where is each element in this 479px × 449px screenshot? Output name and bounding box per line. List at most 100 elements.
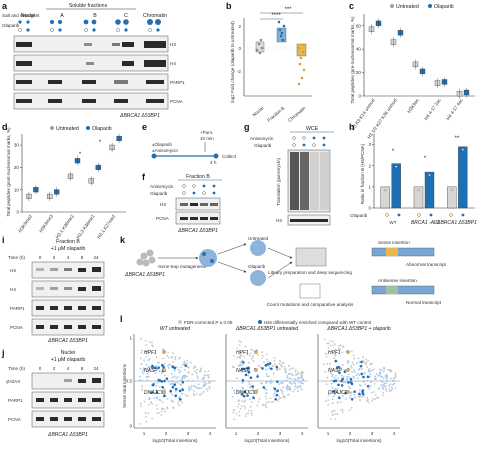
x-tick-label: H4 4-17 2ac <box>423 97 442 121</box>
panel-h-bars <box>380 146 468 209</box>
panel-d: d Untreated Olaparib Total peptides (pos… <box>2 122 126 240</box>
panel-a: a Soluble fractions Nuclei A B C Chromat… <box>2 1 185 119</box>
hit-point <box>240 393 244 396</box>
x-tick-label: 1 <box>327 431 330 436</box>
x-tick-label: 1 <box>143 431 146 436</box>
hit-point <box>173 366 177 370</box>
j-title2: +1 μM olaparib <box>51 357 86 363</box>
blot-label-h3: H3 <box>170 42 176 47</box>
g-ylabel: Translation (puromycin) <box>276 157 281 206</box>
svg-text:0: 0 <box>39 366 42 371</box>
hit-point <box>341 377 344 381</box>
hit-point <box>163 379 166 383</box>
hit-point <box>349 377 353 381</box>
f-title: Fraction B <box>186 174 210 180</box>
blot-label-parp1: PARP1 <box>170 80 185 85</box>
svg-text:8: 8 <box>81 366 84 371</box>
e-10min: 10 min <box>200 136 214 141</box>
panel-label-g: g <box>244 122 250 132</box>
x-tick-label: 3 <box>279 431 282 436</box>
hit-point <box>247 366 250 370</box>
hit-point <box>162 394 166 398</box>
bar-olaparib <box>424 171 435 209</box>
x-tick-label: H3K9me2 <box>17 213 33 233</box>
hit-point <box>161 386 165 389</box>
hit-point <box>270 367 273 371</box>
hit-point <box>338 371 341 375</box>
x-tick-label: 3 <box>187 431 190 436</box>
legend-olaparib-d: Olaparib <box>92 126 112 132</box>
hit-point <box>150 391 153 394</box>
blot-label-pcna: PCNA <box>170 99 184 104</box>
hit-point <box>162 365 165 369</box>
l-xlabel: log10(Total insertions) <box>337 438 382 443</box>
hit-point <box>261 367 264 370</box>
x-tick-label: 1 <box>235 431 238 436</box>
panel-label-f: f <box>142 172 146 182</box>
y-tick-label: 0.5 <box>126 379 133 384</box>
hit-point <box>160 380 164 383</box>
fraction-nuclei: Nuclei <box>21 13 35 19</box>
fraction-a: A <box>60 13 64 19</box>
panel-label-b: b <box>226 1 232 11</box>
gene-label-hpf1: HPF1 <box>144 350 157 356</box>
x-tick-label: H3.1 K27me2 <box>96 213 116 239</box>
hit-point <box>332 379 336 383</box>
k-cell: ΔBRCA1 Δ53BP1 <box>124 272 165 278</box>
x-tick-label: H3K9me3 <box>38 213 54 233</box>
i-title1: Fraction B <box>56 239 80 245</box>
hit-point <box>247 370 251 374</box>
y-tick-label: 0 <box>358 94 361 99</box>
l-ylabel: Sense total insertions <box>122 363 127 408</box>
i-blot-h4: H4 <box>10 287 16 292</box>
hit-point <box>256 375 259 378</box>
hit-point <box>334 359 338 363</box>
g-row-anisomycin: Anisomycin <box>250 136 274 141</box>
panel-label-h: h <box>349 122 355 132</box>
hit-point <box>178 397 182 401</box>
y-tick-label: 40 <box>356 47 362 52</box>
panel-b-ylabel: log2 Fold change (olaparib to untreated) <box>230 21 235 103</box>
panel-i: i Fraction B +1 μM olaparib Time (h) 0 2… <box>2 235 105 344</box>
blot-h4 <box>13 54 169 72</box>
i-time-label: Time (h) <box>8 255 25 260</box>
treatment-dots <box>18 19 161 32</box>
sig-h2: * <box>424 156 427 162</box>
hit-point <box>337 365 340 369</box>
x-tick-label: 4 <box>301 431 304 436</box>
j-blot-parp1: PARP1 <box>8 398 23 403</box>
y-tick-label: 30 <box>14 143 20 148</box>
f-row-anisomycin: Anisomycin <box>150 184 174 189</box>
panel-label-k: k <box>120 235 126 245</box>
hit-point <box>154 366 157 369</box>
blot-label-h4: H4 <box>170 61 176 66</box>
svg-text:2: 2 <box>53 366 56 371</box>
panel-c: c Untreated Olaparib Total peptides (pre… <box>349 1 475 140</box>
l-plot-title: ΔBRCA1 Δ53BP1 untreated <box>235 326 299 332</box>
hit-point <box>242 394 246 398</box>
blot-parp1 <box>13 73 169 91</box>
panel-h: h Ratio in fraction B (H3/PCNA) 0 1 2 3 * *… <box>349 122 477 226</box>
gene-label-dnajc9: DNAJC9 <box>236 390 256 396</box>
hit-point <box>366 375 370 379</box>
k-normal: Normal transcript <box>406 300 442 305</box>
panel-a-footer: ΔBRCA1 Δ53BP1 <box>119 113 160 119</box>
y-tick-label: 20 <box>14 165 20 170</box>
j-blot-gh2ax: γH2AX <box>6 379 20 384</box>
svg-text:4: 4 <box>67 255 70 260</box>
f-row-olaparib: Olaparib <box>150 191 168 196</box>
svg-text:24: 24 <box>93 255 99 260</box>
gene-label-hpf1: HPF1 <box>328 350 341 356</box>
hit-point <box>362 375 365 379</box>
x-tick-label: 3 <box>371 431 374 436</box>
f-blot-h3: H3 <box>160 202 166 207</box>
h-group-wt: WT <box>389 220 396 225</box>
hit-point <box>181 380 185 384</box>
hit-point <box>178 389 182 393</box>
x-tick-label: 4 <box>393 431 396 436</box>
sig-h1: * <box>392 149 395 155</box>
hit-point <box>268 362 272 365</box>
gene-label-dnajc9: DNAJC9 <box>144 390 164 396</box>
panel-label-i: i <box>2 235 5 245</box>
